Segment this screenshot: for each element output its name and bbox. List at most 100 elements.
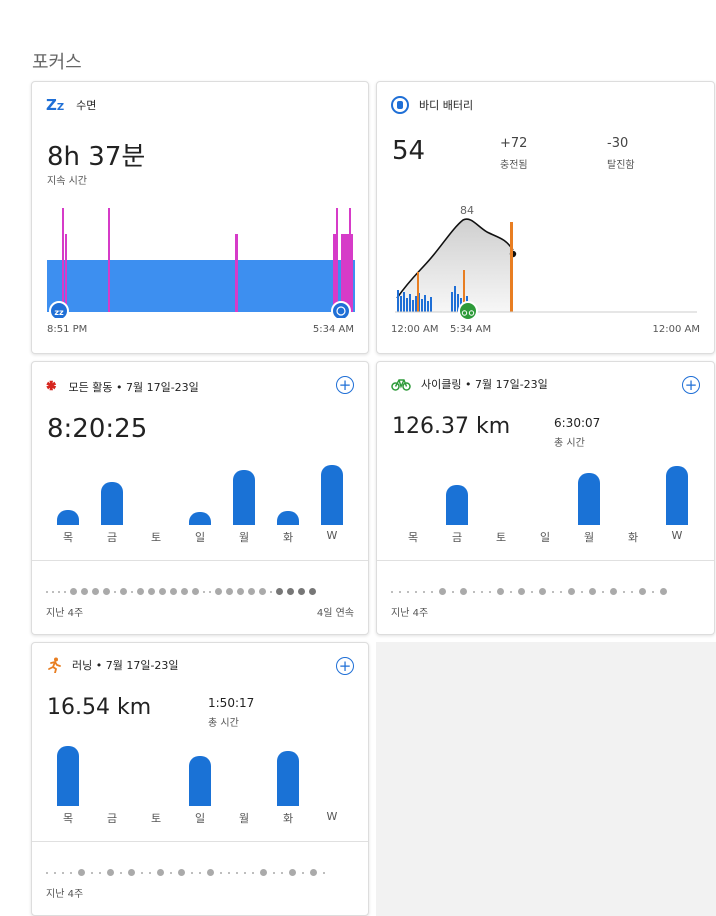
day-bar xyxy=(277,751,299,806)
all-activity-value: 8:20:25 xyxy=(47,414,148,444)
charged-value: +72 xyxy=(500,136,528,151)
bike-icon xyxy=(391,379,411,391)
body-battery-header: 바디 배터리 xyxy=(391,96,473,114)
drain-bar xyxy=(417,272,419,312)
day-label: 일 xyxy=(539,531,551,544)
day-label: 화 xyxy=(282,812,294,825)
day-label: 토 xyxy=(150,531,162,544)
running-card[interactable]: 러닝 • 7월 17일-23일 + 16.54 km 1:50:17 총 시간 … xyxy=(31,642,369,916)
cycling-card[interactable]: 사이클링 • 7월 17일-23일 + 126.37 km 6:30:07 총 … xyxy=(376,361,715,635)
sleep-chart: zz xyxy=(47,208,355,318)
body-battery-title: 바디 배터리 xyxy=(419,99,474,112)
add-running-button[interactable]: + xyxy=(336,657,354,675)
cycling-total-time: 6:30:07 xyxy=(554,416,601,430)
card-divider xyxy=(32,841,368,842)
day-label: 금 xyxy=(451,531,463,544)
card-divider xyxy=(377,560,714,561)
day-label: 토 xyxy=(150,812,162,825)
running-total-time-label: 총 시간 xyxy=(208,718,239,729)
sleep-duration-label: 지속 시간 xyxy=(47,176,87,187)
cycling-week-dots xyxy=(391,588,667,595)
day-label: 화 xyxy=(627,531,639,544)
body-battery-chart: 84 xyxy=(395,204,697,321)
charged-label: 충전됨 xyxy=(500,160,528,171)
cycling-value: 126.37 km xyxy=(392,414,511,439)
sleep-start-icon xyxy=(49,301,69,318)
streak-label: 4일 연속 xyxy=(316,608,354,619)
battery-peak-label: 84 xyxy=(460,204,474,217)
drain-bar xyxy=(463,270,465,312)
day-bar xyxy=(57,746,79,806)
add-all-activity-button[interactable]: + xyxy=(336,376,354,394)
running-footer-left: 지난 4주 xyxy=(46,889,84,900)
all-activity-card[interactable]: 🞸 모든 활동 • 7월 17일-23일 + 8:20:25 목 금 토 일 월 화 W 지… xyxy=(31,361,369,635)
sleep-card[interactable]: ZZ 수면 8h 37분 지속 시간 zz 8:51 PM 5:34 AM xyxy=(31,81,369,354)
sleep-start-time: 8:51 PM xyxy=(47,324,88,335)
bike-marker-icon xyxy=(458,301,478,321)
all-activity-title: 모든 활동 • 7월 17일-23일 xyxy=(68,381,199,394)
day-bar xyxy=(189,756,211,806)
sleep-awake-bar xyxy=(349,208,351,312)
day-label: 일 xyxy=(194,812,206,825)
day-label: 월 xyxy=(583,531,595,544)
battery-time-end: 12:00 AM xyxy=(652,324,700,335)
running-week-dots xyxy=(46,869,325,876)
cycling-title: 사이클링 • 7월 17일-23일 xyxy=(421,378,548,391)
body-battery-card[interactable]: 바디 배터리 54 +72 충전됨 -30 탈진함 84 12 xyxy=(376,81,715,354)
cycling-total-time-label: 총 시간 xyxy=(554,438,585,449)
runner-icon xyxy=(48,657,61,673)
running-header: 러닝 • 7월 17일-23일 xyxy=(46,657,179,673)
day-label: 금 xyxy=(106,531,118,544)
empty-panel xyxy=(376,642,716,916)
sleep-awake-bar xyxy=(336,208,338,312)
day-bar xyxy=(666,466,688,525)
figure-icon: 🞸 xyxy=(46,377,57,395)
streak-dots xyxy=(46,588,316,595)
running-total-time: 1:50:17 xyxy=(208,696,255,710)
battery-line xyxy=(396,218,514,299)
day-label: 월 xyxy=(238,812,250,825)
day-bar xyxy=(321,465,343,525)
drained-value: -30 xyxy=(607,136,629,151)
sleep-awake-bar xyxy=(333,234,336,312)
cycling-footer-left: 지난 4주 xyxy=(391,608,429,619)
sleep-awake-bar xyxy=(62,208,64,312)
svg-text:zz: zz xyxy=(54,308,64,317)
day-label: 일 xyxy=(194,531,206,544)
running-title: 러닝 • 7월 17일-23일 xyxy=(72,659,179,672)
day-bar xyxy=(233,470,255,525)
day-label: 월 xyxy=(238,531,250,544)
sleep-title: 수면 xyxy=(76,99,97,112)
alarm-icon xyxy=(331,301,351,318)
day-label: W xyxy=(671,529,683,542)
day-bar xyxy=(578,473,600,525)
day-bar xyxy=(277,511,299,525)
section-title: 포커스 xyxy=(32,52,82,73)
day-label: 금 xyxy=(106,812,118,825)
all-activity-footer-left: 지난 4주 xyxy=(46,608,84,619)
running-value: 16.54 km xyxy=(47,695,152,720)
day-label: W xyxy=(326,529,338,542)
day-bar xyxy=(446,485,468,525)
day-label: 목 xyxy=(62,531,74,544)
body-battery-value: 54 xyxy=(392,136,426,166)
day-label: W xyxy=(326,810,338,823)
day-label: 화 xyxy=(282,531,294,544)
add-cycling-button[interactable]: + xyxy=(682,376,700,394)
sleep-awake-bar xyxy=(341,234,353,312)
card-divider xyxy=(32,560,368,561)
sleep-light-area xyxy=(47,260,355,312)
sleep-awake-bar xyxy=(108,208,110,312)
day-label: 목 xyxy=(62,812,74,825)
drain-bar xyxy=(510,222,513,312)
day-bar xyxy=(57,510,79,525)
sleep-duration: 8h 37분 xyxy=(47,142,146,172)
zz-icon: ZZ xyxy=(46,96,65,114)
body-battery-icon xyxy=(391,96,409,114)
day-bar xyxy=(189,512,211,525)
day-bar xyxy=(101,482,123,525)
cycling-header: 사이클링 • 7월 17일-23일 xyxy=(391,376,548,392)
sleep-end-time: 5:34 AM xyxy=(312,324,354,335)
